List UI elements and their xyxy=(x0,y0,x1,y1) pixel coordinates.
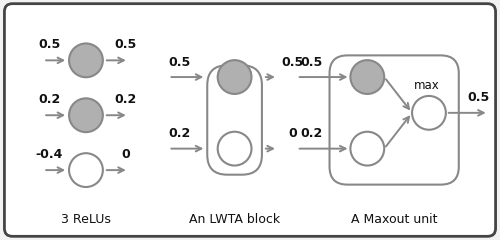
Text: 0.2: 0.2 xyxy=(300,127,323,140)
Circle shape xyxy=(412,96,446,130)
Text: 0.5: 0.5 xyxy=(300,56,323,69)
Text: A Maxout unit: A Maxout unit xyxy=(351,213,438,226)
Circle shape xyxy=(350,60,384,94)
Circle shape xyxy=(218,132,252,166)
Text: 0.5: 0.5 xyxy=(281,56,303,69)
Text: 0.2: 0.2 xyxy=(169,127,191,140)
FancyBboxPatch shape xyxy=(330,55,459,185)
Text: 0.2: 0.2 xyxy=(38,93,60,106)
Circle shape xyxy=(69,98,103,132)
Text: -0.4: -0.4 xyxy=(36,148,63,161)
Text: 0: 0 xyxy=(122,148,130,161)
Text: 0.5: 0.5 xyxy=(468,91,490,104)
Text: 0.5: 0.5 xyxy=(169,56,191,69)
Circle shape xyxy=(218,60,252,94)
Text: 0.5: 0.5 xyxy=(38,38,60,51)
FancyBboxPatch shape xyxy=(207,65,262,175)
Text: 3 ReLUs: 3 ReLUs xyxy=(61,213,111,226)
Circle shape xyxy=(69,43,103,77)
Text: 0.5: 0.5 xyxy=(114,38,137,51)
Text: An LWTA block: An LWTA block xyxy=(189,213,280,226)
Text: 0.2: 0.2 xyxy=(114,93,137,106)
Text: max: max xyxy=(414,78,440,91)
FancyBboxPatch shape xyxy=(4,4,496,236)
Circle shape xyxy=(69,153,103,187)
Text: 0: 0 xyxy=(288,127,296,140)
Circle shape xyxy=(350,132,384,166)
